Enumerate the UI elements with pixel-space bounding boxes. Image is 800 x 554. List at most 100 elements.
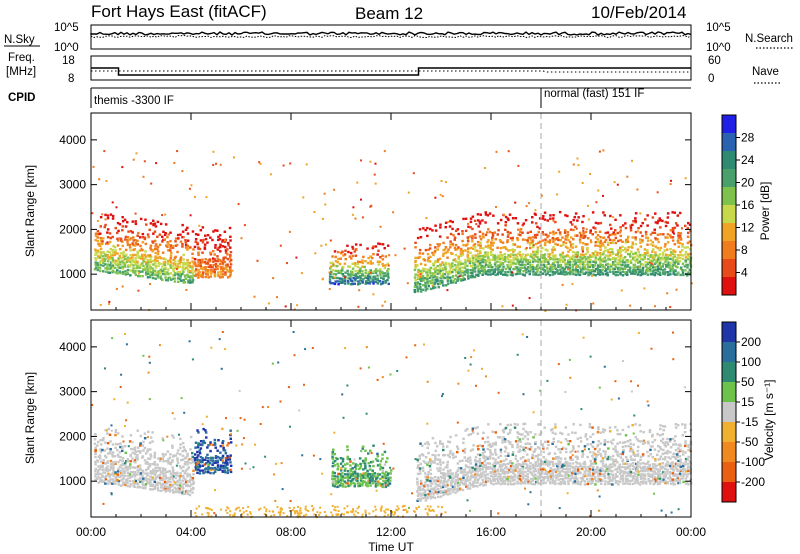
range-cell	[119, 271, 122, 275]
range-cell	[489, 481, 493, 485]
range-cell	[646, 270, 649, 273]
range-cell	[169, 472, 173, 475]
range-cell	[591, 462, 595, 465]
range-cell	[549, 473, 552, 476]
range-cell	[214, 461, 217, 464]
range-cell	[233, 156, 235, 159]
range-cell	[624, 247, 627, 250]
range-cell	[629, 304, 632, 307]
range-cell	[503, 450, 507, 453]
colorbar-swatch	[722, 151, 736, 170]
range-cell	[524, 258, 528, 261]
range-cell	[556, 469, 559, 472]
range-cell	[446, 466, 449, 469]
range-cell	[456, 475, 459, 478]
range-cell	[353, 470, 357, 473]
range-cell	[189, 270, 192, 273]
range-cell	[609, 265, 613, 268]
range-cell	[416, 290, 420, 293]
range-cell	[379, 460, 383, 463]
range-cell	[176, 243, 179, 246]
range-cell	[99, 259, 102, 263]
range-cell	[491, 467, 494, 471]
range-cell	[571, 445, 575, 448]
range-cell	[651, 475, 654, 478]
range-cell	[444, 480, 447, 483]
range-cell	[151, 240, 154, 243]
range-cell	[204, 272, 208, 276]
range-cell	[333, 477, 336, 481]
range-cell	[429, 492, 432, 495]
range-cell	[466, 472, 469, 475]
range-cell	[158, 481, 161, 485]
range-cell	[627, 444, 630, 448]
range-cell	[466, 460, 470, 463]
range-cell	[212, 260, 215, 263]
range-cell	[661, 253, 665, 256]
range-cell	[99, 460, 103, 463]
range-cell	[454, 248, 457, 251]
range-cell	[332, 480, 335, 483]
range-cell	[491, 244, 494, 247]
range-cell	[191, 276, 194, 280]
range-cell	[201, 271, 205, 274]
range-cell	[206, 453, 209, 456]
range-cell	[214, 259, 218, 263]
range-cell	[134, 478, 137, 481]
range-cell	[588, 467, 592, 471]
range-cell	[339, 479, 342, 482]
range-cell	[544, 260, 547, 263]
range-cell	[356, 262, 360, 265]
range-cell	[181, 272, 184, 276]
range-cell	[109, 462, 113, 466]
range-cell	[173, 263, 177, 266]
range-cell	[671, 239, 675, 242]
range-cell	[141, 479, 145, 483]
range-cell	[608, 426, 612, 429]
range-cell	[119, 474, 123, 477]
range-cell	[418, 469, 422, 472]
range-cell	[128, 473, 132, 476]
range-cell	[179, 481, 182, 485]
range-cell	[424, 491, 427, 494]
range-cell	[334, 482, 338, 486]
range-cell	[561, 253, 564, 256]
range-cell	[108, 480, 111, 483]
range-cell	[207, 276, 210, 279]
range-cell	[589, 435, 592, 439]
range-cell	[342, 274, 345, 278]
range-cell	[461, 249, 465, 253]
range-cell	[96, 477, 99, 480]
range-cell	[527, 480, 530, 483]
range-cell	[146, 448, 150, 451]
range-cell	[516, 477, 520, 480]
range-cell	[536, 478, 540, 481]
range-cell	[424, 248, 428, 252]
range-cell	[179, 260, 182, 263]
range-cell	[636, 188, 639, 191]
range-cell	[583, 473, 587, 476]
range-cell	[427, 461, 430, 464]
range-cell	[156, 486, 159, 489]
range-cell	[364, 260, 367, 263]
range-cell	[208, 467, 212, 470]
range-cell	[141, 262, 144, 265]
range-cell	[134, 242, 138, 245]
range-cell	[576, 472, 580, 475]
range-cell	[639, 255, 642, 258]
range-cell	[579, 270, 583, 274]
range-cell	[113, 246, 117, 249]
range-cell	[197, 246, 200, 249]
range-cell	[451, 220, 454, 224]
range-cell	[471, 259, 475, 262]
range-cell	[554, 462, 558, 465]
range-cell	[584, 465, 587, 469]
range-cell	[589, 239, 592, 242]
range-cell	[463, 447, 467, 451]
range-cell	[427, 471, 430, 474]
range-cell	[369, 262, 373, 265]
range-cell	[108, 263, 112, 267]
range-cell	[524, 470, 527, 474]
range-cell	[564, 263, 567, 266]
